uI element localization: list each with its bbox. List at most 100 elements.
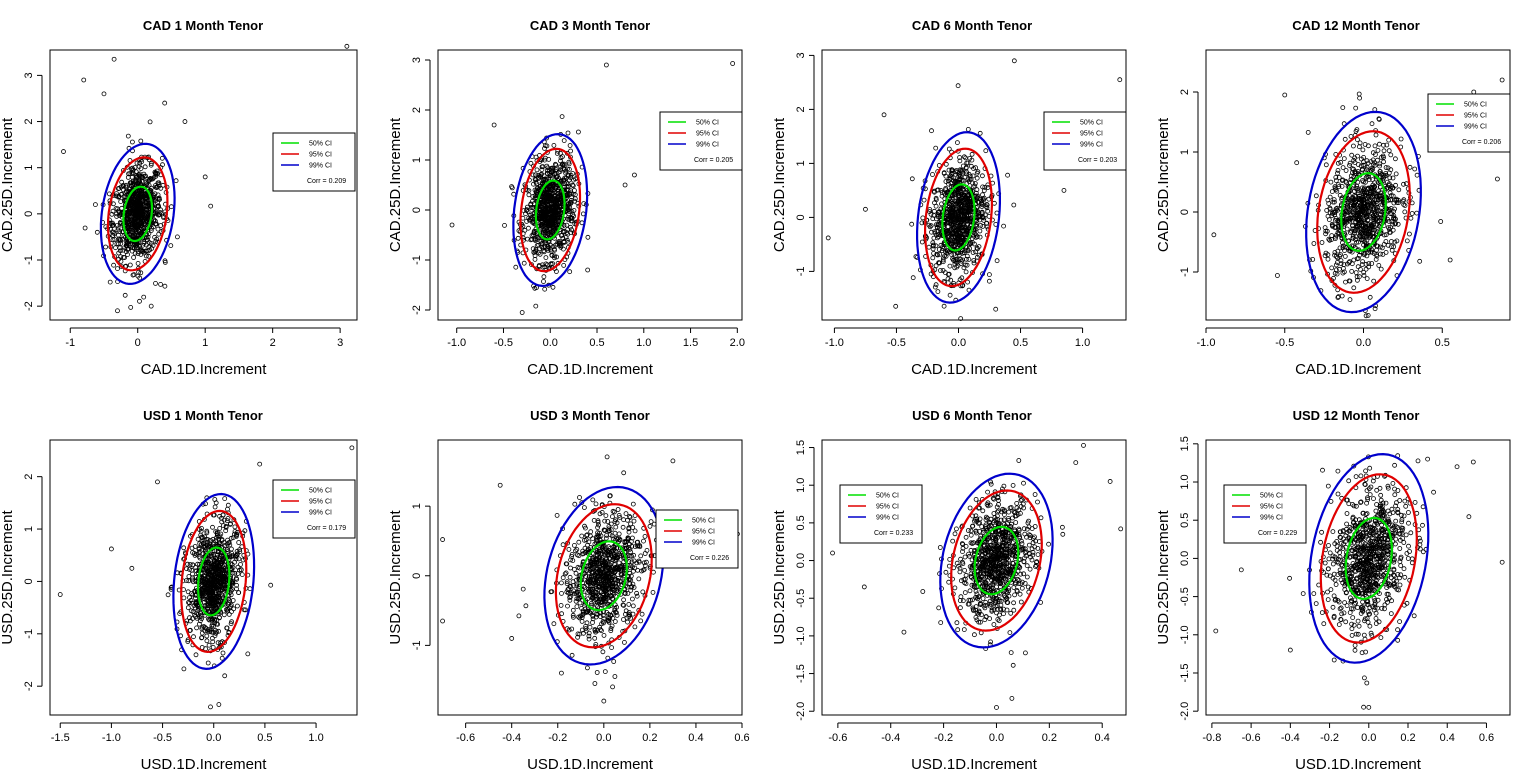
data-point bbox=[133, 175, 139, 181]
data-point bbox=[938, 268, 943, 273]
x-tick-label: -0.6 bbox=[456, 732, 475, 744]
chart-panel: CAD 3 Month Tenor-1.0 -0.5 0.0 0.5 1.0 1.5 2.0… bbox=[387, 18, 745, 378]
data-point bbox=[1388, 152, 1394, 158]
outlier-point bbox=[1447, 257, 1453, 263]
data-point bbox=[140, 179, 146, 185]
data-point bbox=[542, 286, 548, 292]
data-point bbox=[1347, 297, 1353, 303]
data-point bbox=[1348, 133, 1354, 139]
data-point bbox=[127, 171, 133, 176]
data-point bbox=[576, 129, 581, 135]
data-point bbox=[103, 244, 108, 250]
data-point bbox=[125, 212, 130, 218]
data-point bbox=[1001, 223, 1006, 229]
correlation-label: Corr = 0.209 bbox=[307, 178, 346, 185]
legend-label: 95% CI bbox=[1464, 113, 1487, 120]
data-point bbox=[153, 280, 158, 286]
data-point bbox=[150, 243, 156, 249]
data-point bbox=[138, 195, 144, 201]
data-point bbox=[909, 176, 915, 182]
data-point bbox=[232, 524, 238, 530]
data-point bbox=[932, 284, 938, 290]
data-point bbox=[1275, 273, 1280, 278]
data-point bbox=[1349, 152, 1355, 158]
data-point bbox=[1343, 279, 1348, 285]
x-tick-label: 1.5 bbox=[683, 337, 698, 349]
data-point bbox=[162, 259, 168, 265]
y-tick-label: -2 bbox=[411, 305, 423, 315]
x-tick-label: 1.0 bbox=[1075, 337, 1090, 349]
data-point bbox=[565, 130, 571, 136]
y-tick-label: 0 bbox=[1179, 209, 1191, 215]
outlier-point bbox=[863, 206, 868, 212]
data-point bbox=[185, 589, 191, 595]
data-point bbox=[641, 538, 646, 544]
data-point bbox=[941, 303, 947, 309]
data-point bbox=[124, 215, 130, 221]
data-point bbox=[155, 226, 161, 232]
data-point bbox=[123, 242, 129, 248]
y-axis-label: USD.25D.Increment bbox=[387, 510, 404, 645]
data-point bbox=[1339, 293, 1345, 299]
data-point bbox=[199, 630, 205, 636]
data-point bbox=[919, 239, 925, 245]
data-point bbox=[225, 502, 231, 508]
outlier-point bbox=[349, 445, 355, 451]
data-point bbox=[144, 213, 149, 219]
chart-title: CAD 3 Month Tenor bbox=[530, 18, 650, 33]
data-point bbox=[579, 533, 585, 539]
data-point bbox=[955, 83, 961, 89]
scatter-points bbox=[61, 43, 350, 314]
data-point bbox=[129, 165, 135, 171]
outlier-point bbox=[825, 235, 831, 241]
y-tick-label: 3 bbox=[795, 52, 807, 58]
data-point bbox=[1335, 160, 1341, 166]
x-tick-label: -1.0 bbox=[102, 732, 121, 744]
data-point bbox=[568, 224, 573, 230]
outlier-point bbox=[344, 43, 350, 49]
outlier-point bbox=[730, 61, 736, 66]
data-point bbox=[1407, 231, 1412, 237]
data-point bbox=[134, 188, 140, 194]
outlier-point bbox=[202, 174, 208, 180]
data-point bbox=[1414, 210, 1420, 216]
legend-label: 95% CI bbox=[1080, 131, 1103, 138]
y-tick-label: -1 bbox=[411, 255, 423, 265]
data-point bbox=[130, 272, 136, 278]
data-point bbox=[159, 155, 165, 161]
data-point bbox=[234, 603, 240, 609]
x-tick-label: -1.5 bbox=[51, 732, 70, 744]
data-point bbox=[1376, 262, 1382, 268]
data-point bbox=[631, 518, 637, 524]
outlier-point bbox=[632, 172, 637, 178]
data-point bbox=[561, 262, 567, 268]
ci50-ellipse bbox=[122, 185, 154, 243]
data-point bbox=[621, 597, 626, 603]
x-tick-label: 0.5 bbox=[1013, 337, 1028, 349]
legend-label: 50% CI bbox=[309, 488, 332, 495]
x-tick-label: 1.0 bbox=[308, 732, 323, 744]
x-tick-label: -0.5 bbox=[494, 337, 513, 349]
data-point bbox=[533, 303, 539, 309]
correlation-label: Corr = 0.203 bbox=[1078, 157, 1117, 164]
data-point bbox=[1408, 215, 1414, 221]
correlation-label: Corr = 0.205 bbox=[694, 157, 733, 164]
y-tick-label: 1 bbox=[411, 157, 423, 163]
data-point bbox=[130, 182, 136, 188]
data-point bbox=[110, 208, 116, 214]
data-point bbox=[138, 215, 144, 221]
data-point bbox=[585, 234, 591, 240]
data-point bbox=[926, 244, 932, 250]
data-point bbox=[987, 272, 992, 278]
data-point bbox=[156, 196, 162, 202]
data-point bbox=[568, 565, 573, 571]
x-tick-label: 0.0 bbox=[596, 732, 611, 744]
data-point bbox=[154, 236, 160, 242]
data-point bbox=[1338, 159, 1344, 165]
y-tick-label: 2 bbox=[411, 107, 423, 113]
data-point bbox=[1319, 240, 1325, 245]
data-point bbox=[943, 179, 949, 184]
data-point bbox=[1344, 226, 1350, 232]
